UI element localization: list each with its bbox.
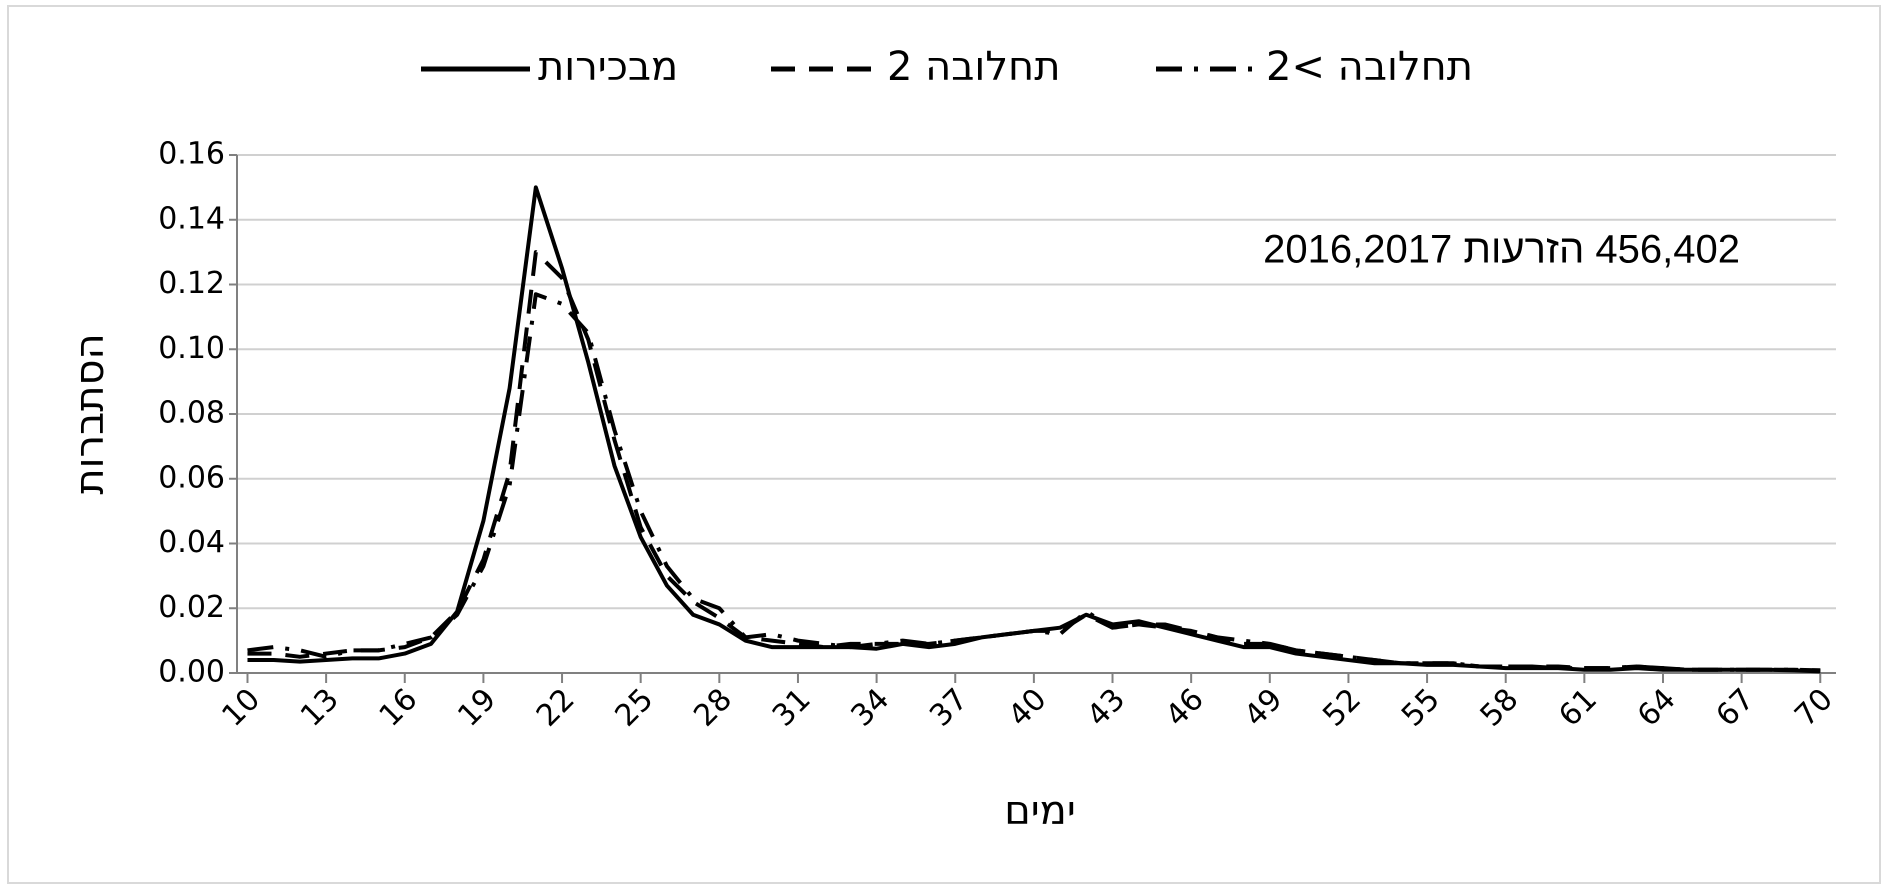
legend-label: תחלובה >2 [1266, 44, 1473, 90]
annotation: 456,402 הזרעות 2016,2017 [1263, 228, 1740, 272]
y-axis-label: הסתברות [67, 333, 113, 494]
y-tick-label: 0.16 [158, 137, 225, 172]
legend-label: מבכירות [538, 44, 678, 90]
legend-label: תחלובה 2 [887, 44, 1060, 90]
y-tick-label: 0.08 [158, 396, 225, 431]
frame [7, 5, 1881, 884]
data-line [247, 250, 1821, 673]
x-axis-label: ימים [1004, 788, 1076, 834]
y-tick-label: 0.06 [158, 460, 225, 495]
y-tick-label: 0.12 [158, 266, 225, 301]
y-tick-label: 0.02 [158, 590, 225, 625]
y-tick-label: 0.14 [158, 201, 225, 236]
y-tick-label: 0.10 [158, 331, 225, 366]
y-tick-label: 0.04 [158, 525, 225, 560]
y-tick-label: 0.00 [158, 655, 225, 690]
